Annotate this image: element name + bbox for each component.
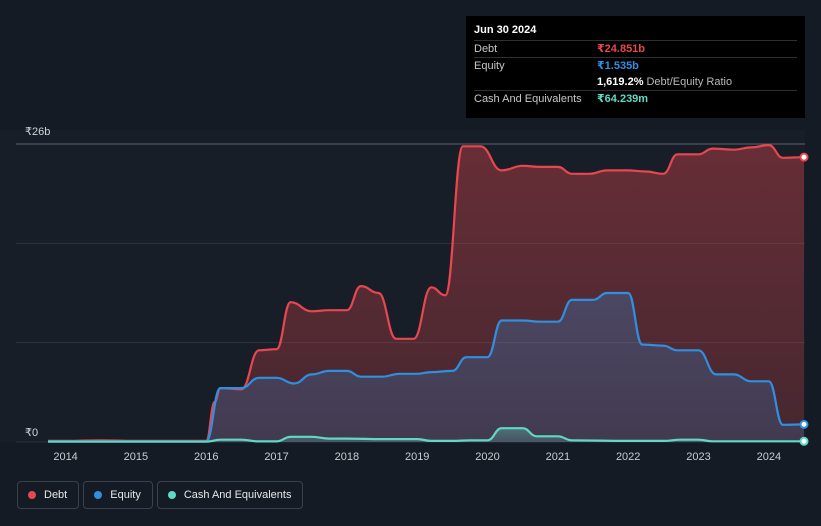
x-tick-label: 2019 (405, 451, 429, 463)
legend-label-equity: Equity (110, 489, 141, 501)
series-lines (47, 144, 805, 443)
x-tick-label: 2020 (475, 451, 499, 463)
tooltip-row-debt: Debt ₹24.851b (474, 40, 797, 57)
legend-label-cash: Cash And Equivalents (183, 489, 292, 501)
x-tick-label: 2015 (124, 451, 148, 463)
tooltip-equity-label: Equity (474, 60, 505, 72)
x-tick-label: 2014 (53, 451, 77, 463)
tooltip-cash-label: Cash And Equivalents (474, 93, 582, 105)
legend-dot-cash (167, 491, 176, 499)
equity-line (47, 291, 805, 443)
cash-endpoint (799, 436, 809, 446)
series-endpoints (799, 152, 809, 446)
tooltip-row-ratio: 1,619.2% Debt/Equity Ratio (474, 74, 797, 90)
tooltip-ratio-value: 1,619.2% (597, 76, 644, 88)
tooltip-equity-value: ₹1.535b (597, 60, 639, 72)
x-tick-label: 2021 (546, 451, 570, 463)
legend-label-debt: Debt (44, 489, 68, 501)
cash-line (48, 427, 804, 443)
x-tick-label: 2016 (194, 451, 218, 463)
tooltip-row-equity: Equity ₹1.535b (474, 57, 797, 74)
y-axis-bottom-label: ₹0 (25, 427, 38, 439)
chart-legend: Debt Equity Cash And Equivalents (17, 481, 304, 509)
equity-area (48, 293, 804, 442)
data-tooltip: Jun 30 2024 Debt ₹24.851b Equity ₹1.535b… (466, 16, 805, 118)
legend-dot-equity (94, 491, 103, 499)
x-tick-label: 2018 (335, 451, 359, 463)
x-tick-label: 2023 (686, 451, 710, 463)
x-tick-label: 2024 (757, 451, 781, 463)
series-areas (48, 145, 804, 442)
legend-item-cash[interactable]: Cash And Equivalents (156, 481, 304, 509)
tooltip-row-cash: Cash And Equivalents ₹64.239m (474, 90, 797, 107)
y-axis-top-label: ₹26b (25, 126, 50, 138)
tooltip-ratio-label: Debt/Equity Ratio (646, 76, 733, 88)
equity-endpoint (799, 419, 809, 429)
legend-item-equity[interactable]: Equity (83, 481, 153, 509)
legend-item-debt[interactable]: Debt (17, 481, 80, 509)
tooltip-debt-value: ₹24.851b (597, 43, 646, 55)
x-axis-ticks: 2014 2015 2016 2017 2018 2019 2020 2021 2022 2023… (53, 451, 781, 463)
tooltip-cash-value: ₹64.239m (597, 93, 649, 105)
tooltip-date: Jun 30 2024 (474, 24, 537, 36)
debt-endpoint (799, 152, 809, 162)
x-tick-label: 2022 (616, 451, 640, 463)
x-tick-label: 2017 (264, 451, 288, 463)
tooltip-debt-label: Debt (474, 43, 498, 55)
legend-dot-debt (28, 491, 36, 499)
